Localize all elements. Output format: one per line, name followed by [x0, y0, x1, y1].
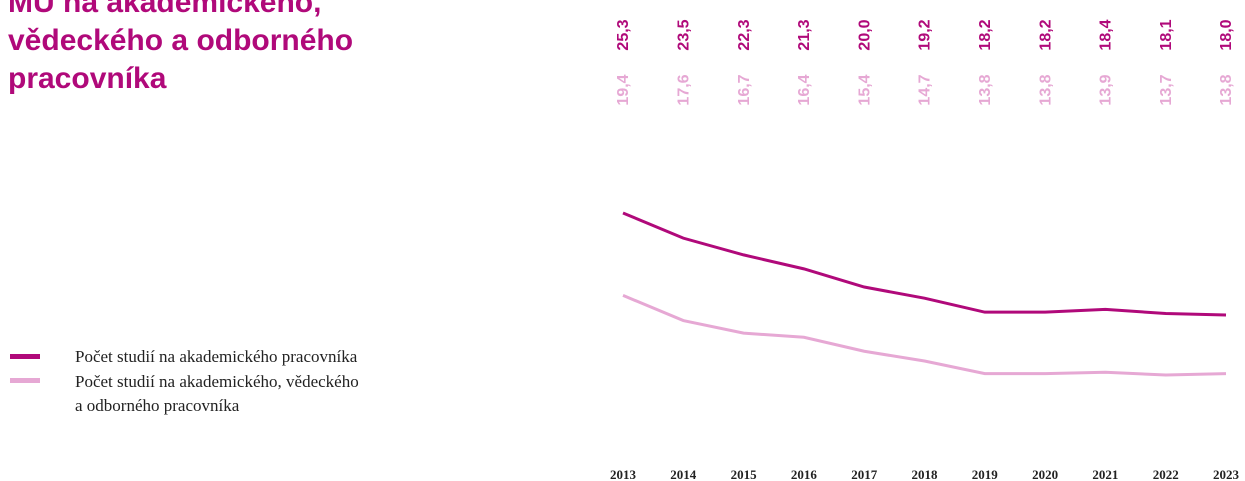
value-label: 13,7 [1158, 74, 1175, 105]
value-label: 19,4 [615, 74, 632, 105]
legend-swatch [10, 378, 40, 383]
x-tick-label: 2023 [1213, 467, 1240, 481]
value-label: 18,2 [977, 19, 994, 50]
x-tick-label: 2021 [1092, 467, 1118, 481]
x-tick-label: 2016 [791, 467, 818, 481]
x-tick-label: 2020 [1032, 467, 1058, 481]
value-label: 16,7 [736, 74, 753, 105]
value-label: 22,3 [736, 19, 753, 50]
value-label: 21,3 [796, 19, 813, 50]
legend-label: Počet studií na akademického pracovníka [75, 347, 358, 366]
value-label: 13,8 [1037, 74, 1054, 105]
value-label: 15,4 [856, 74, 873, 105]
legend-label: Počet studií na akademického, vědeckého … [75, 372, 359, 415]
x-tick-label: 2022 [1153, 467, 1179, 481]
value-label: 20,0 [856, 19, 873, 50]
chart-title: MU na akademického, vědeckého a odbornéh… [8, 0, 354, 95]
legend-swatch [10, 354, 40, 359]
line [622, 211, 1227, 317]
value-label: 18,0 [1218, 19, 1235, 50]
x-tick-label: 2014 [670, 467, 697, 481]
value-label: 19,2 [917, 19, 934, 50]
x-tick-label: 2019 [972, 467, 999, 481]
value-label: 13,9 [1098, 74, 1115, 105]
x-tick-label: 2015 [731, 467, 758, 481]
value-label: 25,3 [615, 19, 632, 50]
value-label: 18,1 [1158, 19, 1175, 50]
x-tick-label: 2013 [610, 467, 637, 481]
value-label: 13,8 [977, 74, 994, 105]
value-label: 18,2 [1037, 19, 1054, 50]
value-label: 17,6 [676, 74, 693, 105]
value-label: 13,8 [1218, 74, 1235, 105]
x-tick-label: 2017 [851, 467, 878, 481]
value-label: 23,5 [676, 19, 693, 50]
value-label: 16,4 [796, 74, 813, 105]
line [622, 294, 1227, 377]
x-tick-label: 2018 [912, 467, 939, 481]
value-label: 14,7 [917, 74, 934, 105]
value-label: 18,4 [1098, 19, 1115, 50]
